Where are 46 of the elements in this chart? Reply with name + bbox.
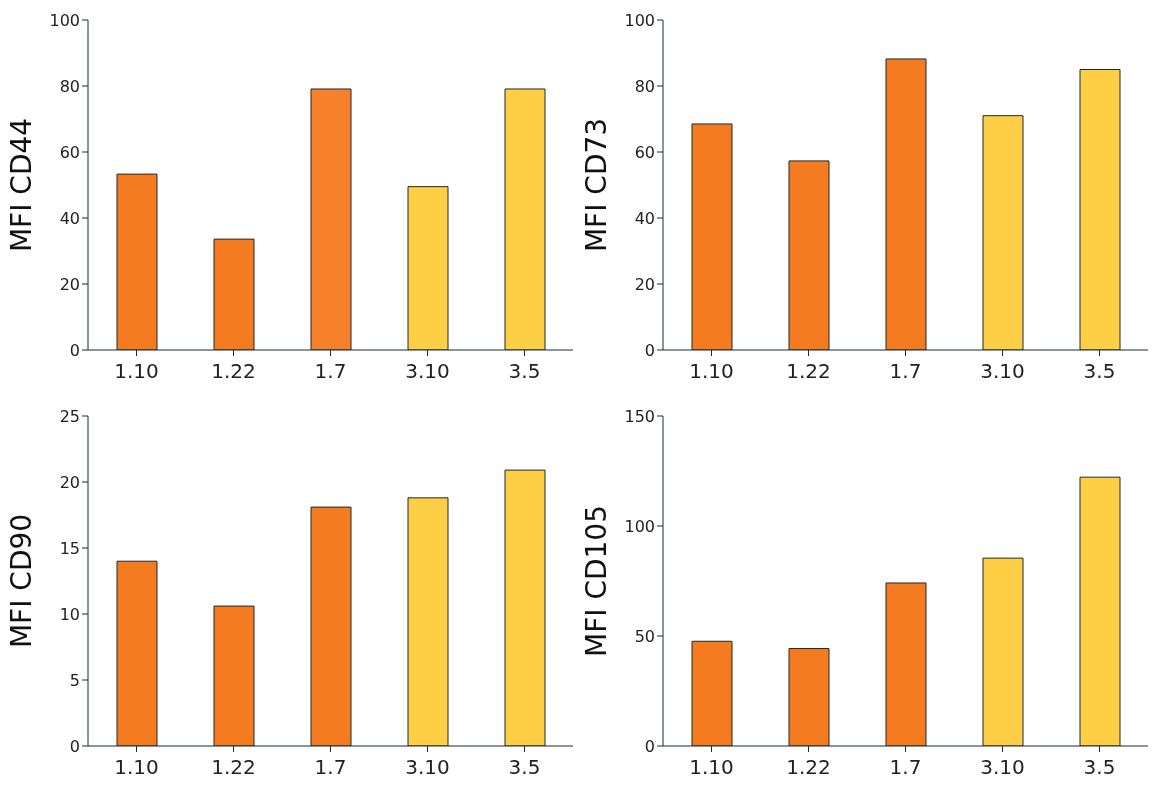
y-axis-title: MFI CD44 xyxy=(4,117,38,253)
y-tick-label: 40 xyxy=(634,208,655,228)
y-axis-title: MFI CD73 xyxy=(579,117,613,253)
y-tick-label: 80 xyxy=(634,76,655,96)
y-tick-label: 60 xyxy=(634,142,655,162)
x-tick-label: 3.5 xyxy=(1083,359,1116,384)
x-tick-label: 3.10 xyxy=(980,359,1025,384)
y-tick-label: 0 xyxy=(644,736,655,756)
y-tick-label: 20 xyxy=(59,274,80,294)
x-tick-label: 1.10 xyxy=(114,755,159,780)
x-tick-label: 3.5 xyxy=(508,359,541,384)
x-tick-label: 1.22 xyxy=(211,755,256,780)
x-tick-label: 3.10 xyxy=(405,755,450,780)
x-tick-label: 1.22 xyxy=(786,755,831,780)
y-axis-title: MFI CD105 xyxy=(579,505,613,657)
y-axis-title: MFI CD90 xyxy=(4,513,38,649)
y-tick-label: 0 xyxy=(69,736,80,756)
x-tick-label: 1.10 xyxy=(114,359,159,384)
x-tick-label: 1.7 xyxy=(314,755,347,780)
y-tick-label: 100 xyxy=(49,10,80,30)
y-tick-label: 100 xyxy=(624,10,655,30)
y-tick-label: 150 xyxy=(624,406,655,426)
y-tick-label: 60 xyxy=(59,142,80,162)
x-tick-label: 3.10 xyxy=(405,359,450,384)
y-tick-label: 25 xyxy=(59,406,80,426)
y-tick-label: 20 xyxy=(634,274,655,294)
x-tick-label: 1.7 xyxy=(314,359,347,384)
x-tick-label: 1.7 xyxy=(889,755,922,780)
x-tick-label: 3.5 xyxy=(508,755,541,780)
x-tick-label: 1.22 xyxy=(211,359,256,384)
x-tick-label: 3.10 xyxy=(980,755,1025,780)
y-tick-label: 10 xyxy=(59,604,80,624)
y-tick-label: 80 xyxy=(59,76,80,96)
y-tick-label: 40 xyxy=(59,208,80,228)
y-tick-label: 0 xyxy=(644,340,655,360)
x-tick-label: 1.7 xyxy=(889,359,922,384)
y-tick-label: 0 xyxy=(69,340,80,360)
x-tick-label: 1.22 xyxy=(786,359,831,384)
y-tick-label: 5 xyxy=(69,670,80,690)
y-tick-label: 15 xyxy=(59,538,80,558)
x-tick-label: 1.10 xyxy=(689,359,734,384)
y-tick-label: 20 xyxy=(59,472,80,492)
x-tick-label: 3.5 xyxy=(1083,755,1116,780)
x-tick-label: 1.10 xyxy=(689,755,734,780)
y-tick-label: 50 xyxy=(634,626,655,646)
y-tick-label: 100 xyxy=(624,516,655,536)
